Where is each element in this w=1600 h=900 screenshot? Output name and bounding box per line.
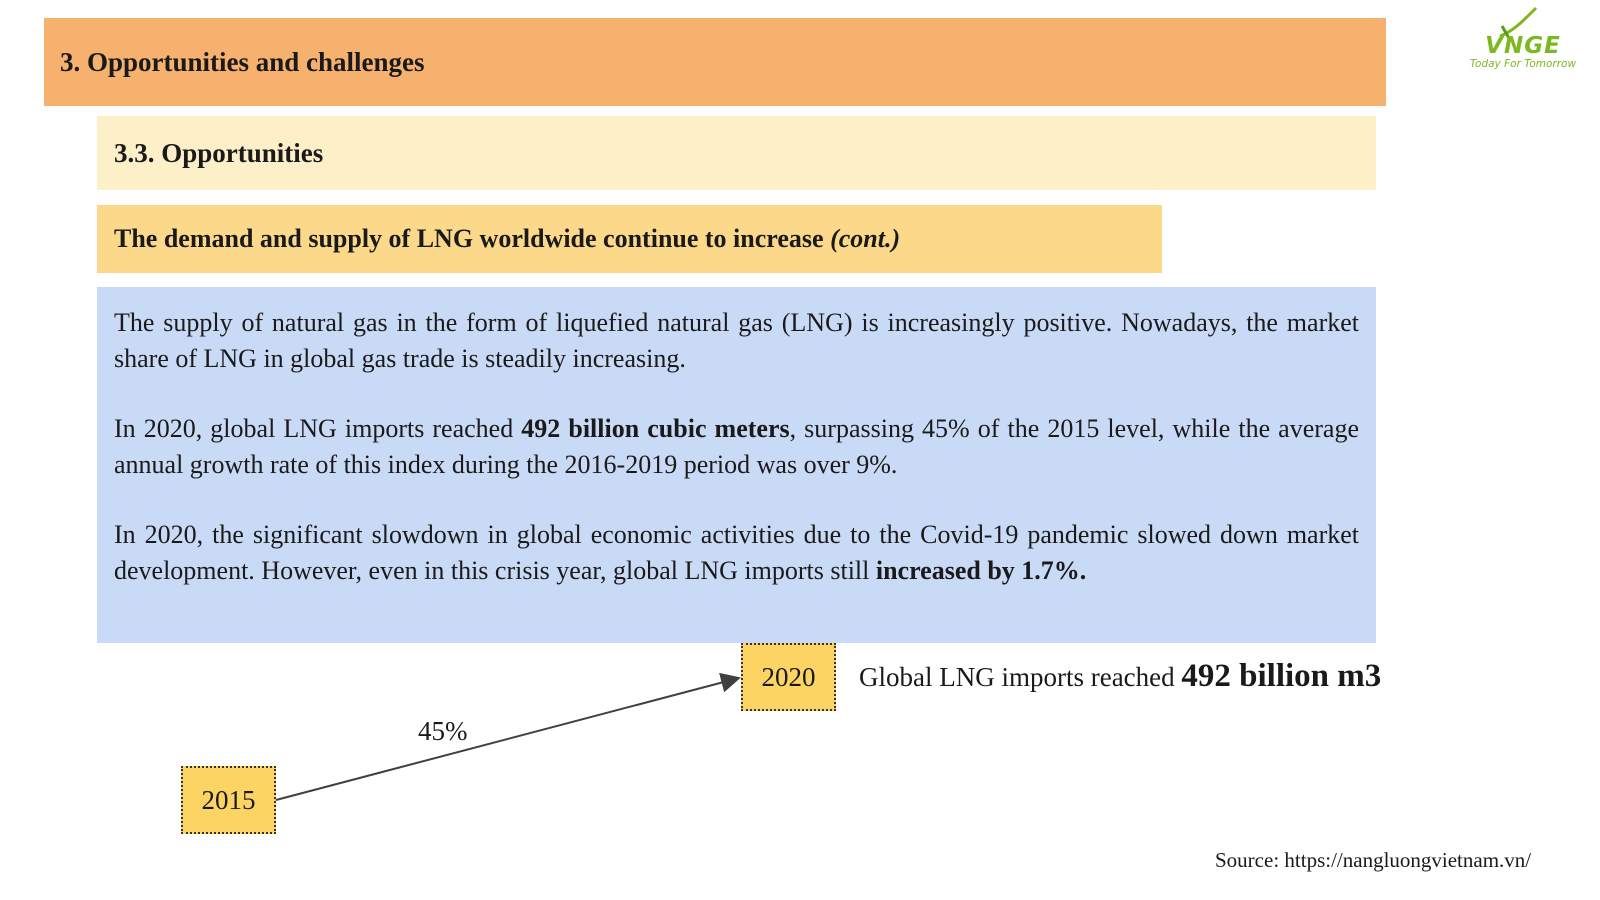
section-title: 3. Opportunities and challenges — [60, 46, 425, 77]
paragraph-2: In 2020, global LNG imports reached 492 … — [114, 411, 1359, 483]
imports-result-pre: Global LNG imports reached — [859, 662, 1182, 692]
logo-swoosh-icon — [1499, 6, 1538, 41]
section-title-bar: 3. Opportunities and challenges — [44, 18, 1386, 106]
body-text-box: The supply of natural gas in the form of… — [97, 287, 1376, 643]
source-citation: Source: https://nangluongvietnam.vn/ — [1215, 848, 1532, 872]
subsection-title: 3.3. Opportunities — [114, 137, 324, 168]
growth-percent-label: 45% — [418, 716, 468, 746]
topic-suffix: (cont.) — [830, 224, 901, 253]
paragraph-2-post: , surpassing 45% of the 2015 level, whil… — [114, 414, 1359, 479]
subsection-bar: 3.3. Opportunities — [97, 116, 1376, 190]
vnge-logo: VNGE Today For Tomorrow — [1452, 4, 1594, 74]
paragraph-3-pre: In 2020, the significant slowdown in glo… — [114, 520, 1359, 585]
topic-bar: The demand and supply of LNG worldwide c… — [97, 205, 1162, 273]
paragraph-3-bold: increased by 1.7%. — [875, 556, 1087, 585]
imports-result-bold: 492 billion m3 — [1181, 658, 1382, 694]
logo-text: VNGE — [1485, 33, 1561, 59]
paragraph-1: The supply of natural gas in the form of… — [114, 308, 1359, 373]
logo-tagline: Today For Tomorrow — [1469, 58, 1577, 70]
topic-heading: The demand and supply of LNG worldwide c… — [114, 224, 900, 254]
paragraph-3: In 2020, the significant slowdown in glo… — [114, 517, 1359, 589]
year-box-2020: 2020 — [741, 643, 836, 711]
year-box-2015: 2015 — [181, 766, 276, 834]
topic-title: The demand and supply of LNG worldwide c… — [114, 224, 824, 253]
paragraph-2-bold: 492 billion cubic meters — [521, 414, 790, 443]
paragraph-2-pre: In 2020, global LNG imports reached — [114, 414, 522, 443]
imports-result-label: Global LNG imports reached 492 billion m… — [859, 658, 1381, 695]
